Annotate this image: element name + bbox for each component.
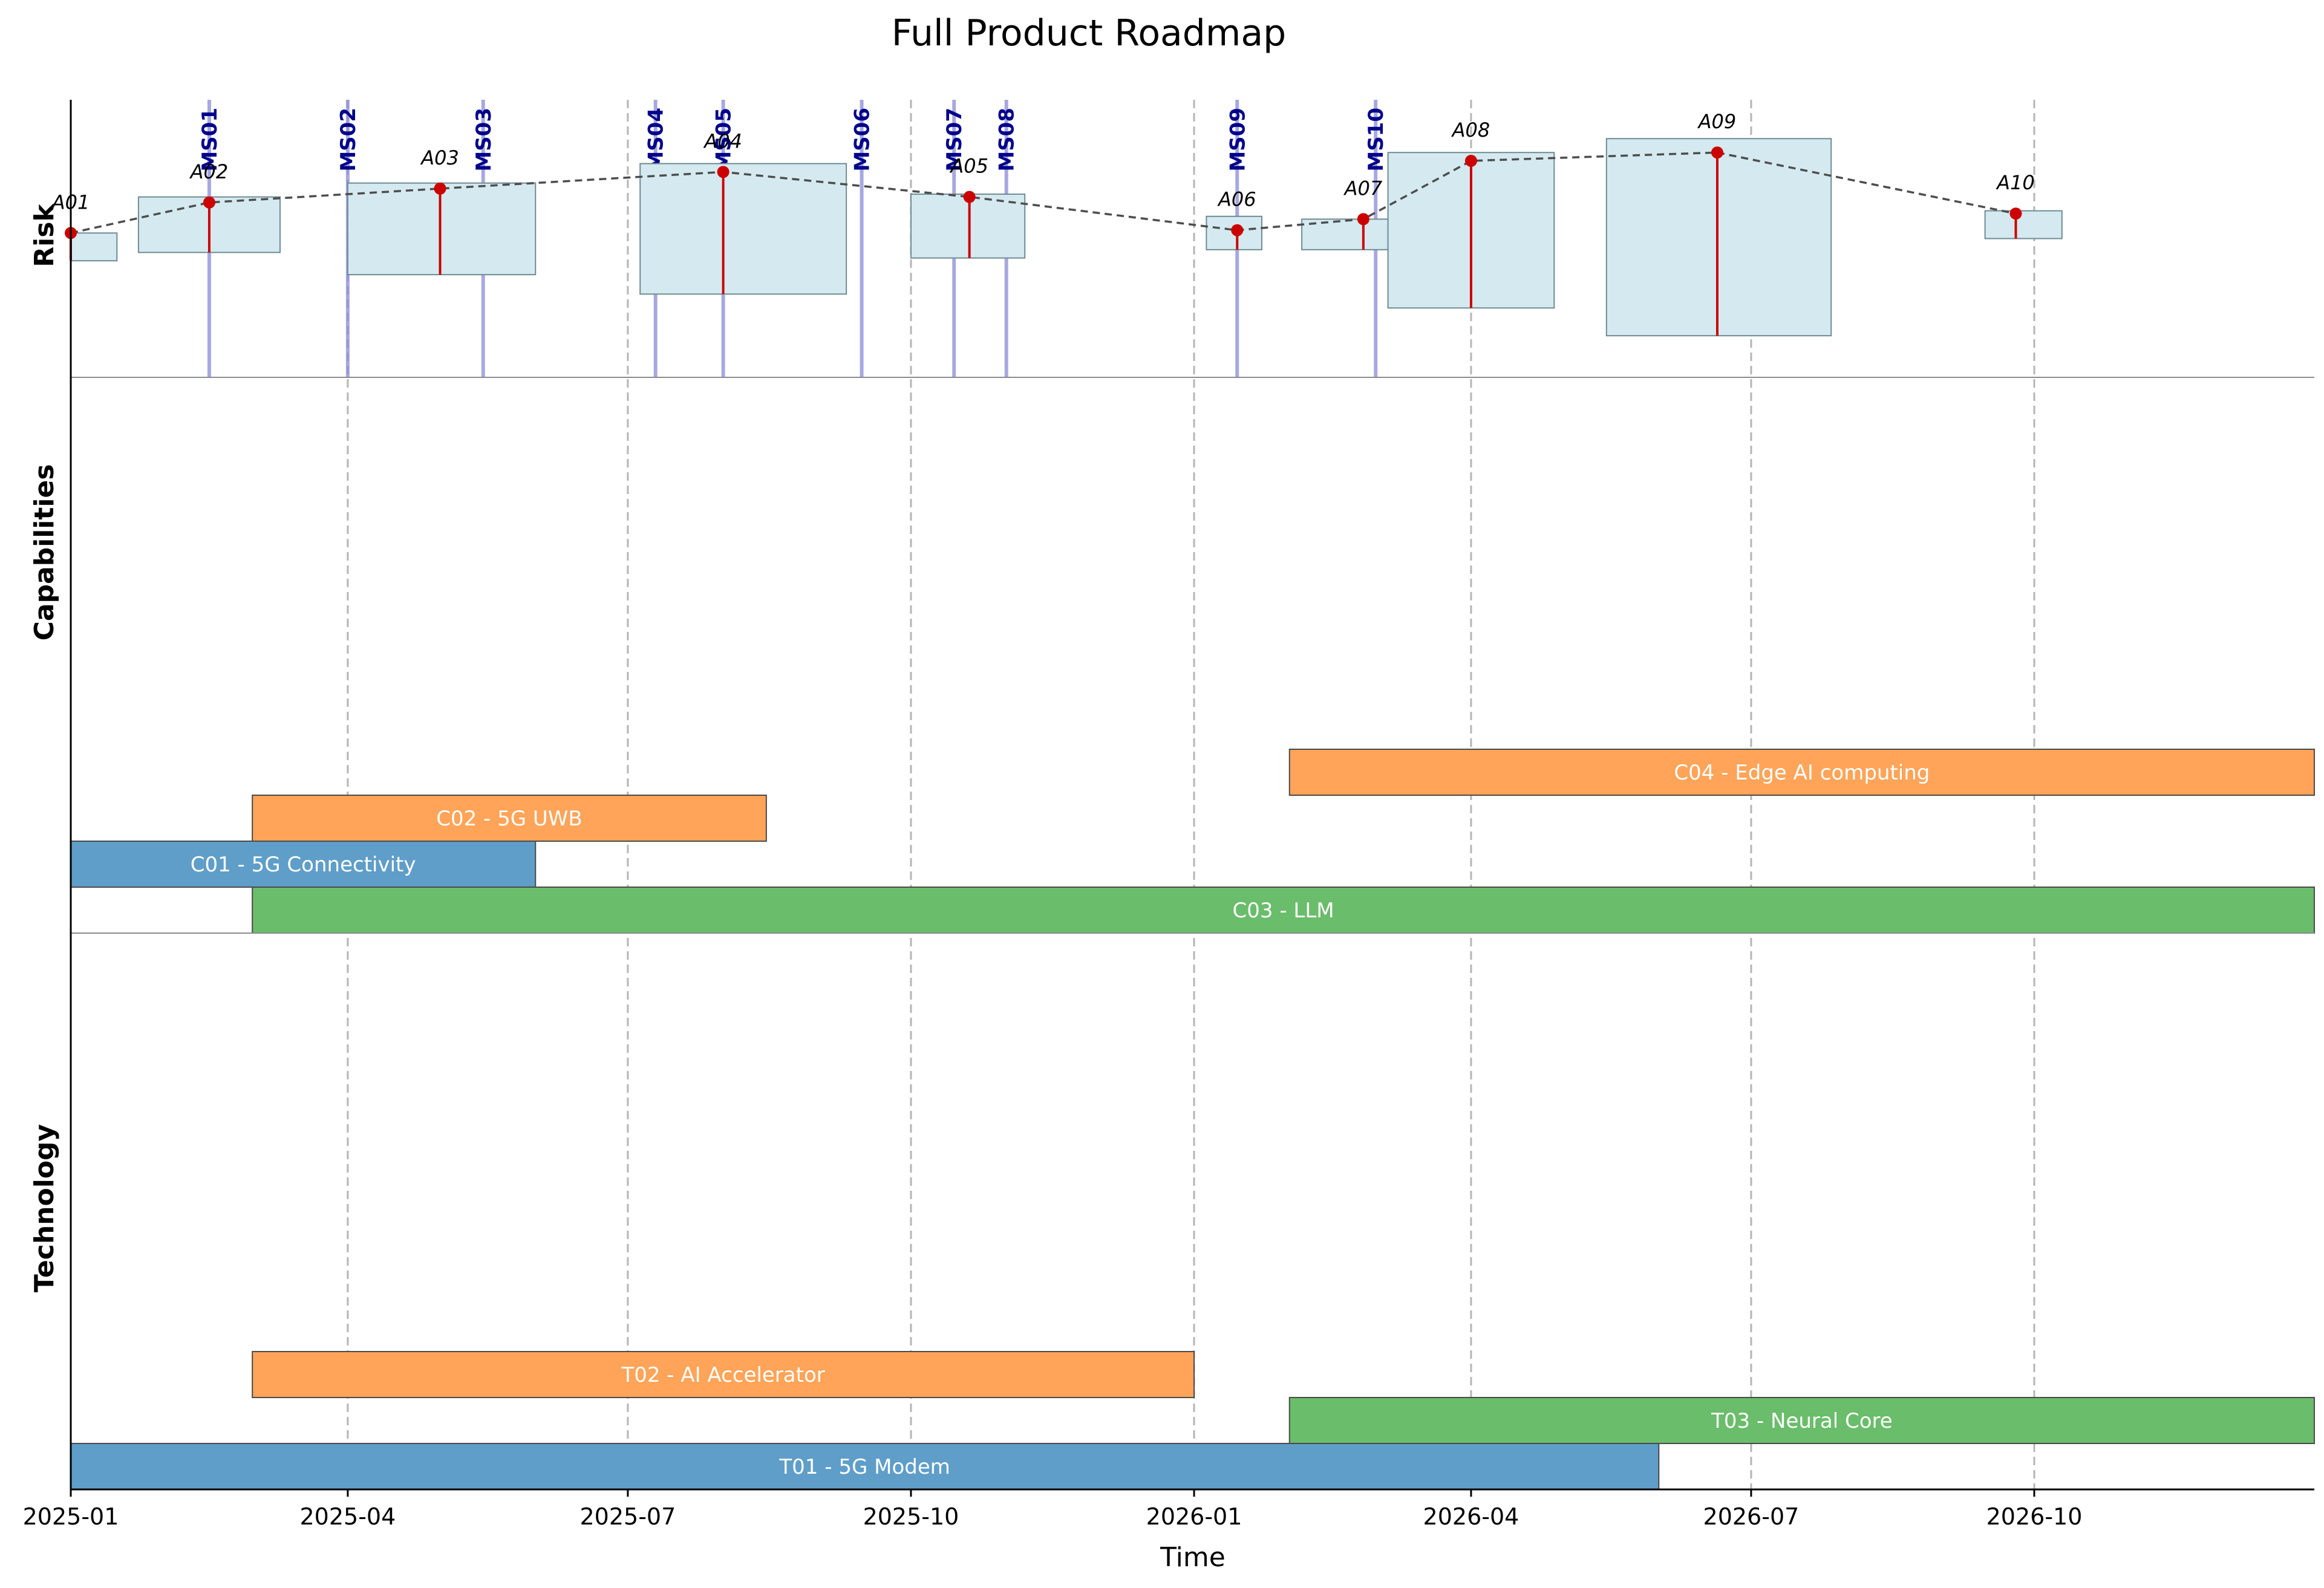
risk-range-box xyxy=(1605,138,1832,337)
risk-trend-line xyxy=(70,151,2016,235)
technology-lane: T02 - AI Accelerator T03 - Neural Core T01… xyxy=(70,1351,2315,1490)
x-tick-label: 2025-04 xyxy=(300,1503,396,1530)
milestone-label: MS05 xyxy=(712,108,736,172)
x-tick-label: 2025-10 xyxy=(863,1503,959,1530)
roadmap-bar-label: C01 - 5G Connectivity xyxy=(191,853,416,877)
risk-point xyxy=(1711,146,1723,159)
risk-point xyxy=(2009,207,2022,220)
chart-title: Full Product Roadmap xyxy=(892,12,1286,54)
lane-label: Technology xyxy=(29,1124,60,1292)
risk-point xyxy=(1464,154,1477,167)
milestone-label: MS06 xyxy=(850,108,875,172)
milestone-label: MS09 xyxy=(1226,108,1250,172)
roadmap-bar-label: C04 - Edge AI computing xyxy=(1674,761,1930,785)
roadmap-bar xyxy=(1288,1397,2315,1444)
x-tick-label: 2026-10 xyxy=(1986,1503,2083,1530)
risk-range-box xyxy=(1301,218,1395,250)
roadmap-bar-label: C03 - LLM xyxy=(1233,899,1334,923)
x-axis-label: Time xyxy=(1160,1542,1226,1573)
lane-label: Capabilities xyxy=(29,464,60,640)
roadmap-bar xyxy=(252,1351,1195,1398)
risk-point xyxy=(434,182,446,195)
x-tick-label: 2026-01 xyxy=(1146,1503,1242,1530)
milestone-label: MS07 xyxy=(942,108,967,172)
x-tick-label: 2026-04 xyxy=(1423,1503,1519,1530)
milestone-label: MS08 xyxy=(995,108,1019,172)
capabilities-lane: C02 - 5G UWB C04 - Edge AI computing C01 -… xyxy=(70,749,2315,934)
risk-range-box xyxy=(639,163,847,295)
roadmap-bar-label: T01 - 5G Modem xyxy=(778,1455,950,1479)
risk-point-label: A10 xyxy=(1996,171,2035,194)
x-tick-label: 2025-01 xyxy=(23,1503,119,1530)
risk-point-label: A03 xyxy=(420,146,459,169)
risk-point-label: A08 xyxy=(1451,119,1490,142)
risk-point-label: A02 xyxy=(189,160,229,183)
risk-range-box xyxy=(910,194,1026,259)
roadmap-bar xyxy=(252,887,2315,934)
risk-point xyxy=(963,190,976,203)
lane-label: Risk xyxy=(29,203,60,267)
risk-point xyxy=(1357,213,1369,226)
risk-point-label: A09 xyxy=(1697,110,1737,133)
axes: 2025-01 2025-04 2025-07 2025-10 2026-01 2026-… xyxy=(23,100,2314,1530)
roadmap-bar xyxy=(252,795,767,842)
risk-range-box xyxy=(347,182,537,276)
milestone-label: MS04 xyxy=(644,108,668,172)
risk-range-box xyxy=(70,232,118,262)
x-tick-label: 2026-07 xyxy=(1703,1503,1800,1530)
roadmap-bar-label: T02 - AI Accelerator xyxy=(621,1363,824,1387)
milestone-label: MS10 xyxy=(1364,108,1388,172)
milestone-label: MS03 xyxy=(472,108,496,172)
x-tick-label: 2025-07 xyxy=(579,1503,676,1530)
roadmap-bar-label: C02 - 5G UWB xyxy=(436,807,583,831)
risk-range-box xyxy=(1984,210,2063,239)
risk-point-label: A06 xyxy=(1217,188,1256,211)
risk-point xyxy=(717,166,730,178)
risk-point xyxy=(203,196,215,209)
roadmap-bar xyxy=(70,841,537,888)
milestone-label: MS01 xyxy=(198,108,222,172)
risk-point-label: A05 xyxy=(949,155,988,178)
risk-point-label: A07 xyxy=(1343,177,1383,200)
roadmap-bar xyxy=(1288,749,2315,796)
roadmap-bar-label: T03 - Neural Core xyxy=(1711,1409,1893,1433)
risk-point xyxy=(1231,224,1244,236)
milestone-label: MS02 xyxy=(336,108,361,172)
risk-point-label: A04 xyxy=(703,129,742,152)
